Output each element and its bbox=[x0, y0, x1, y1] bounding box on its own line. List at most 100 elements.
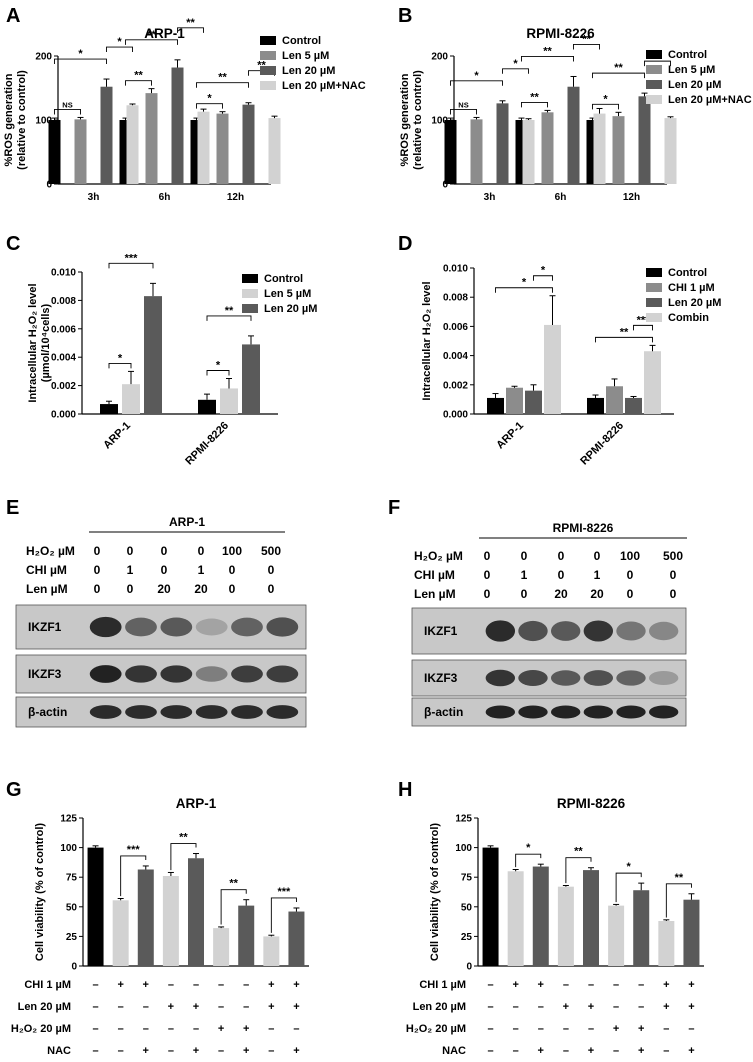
bar bbox=[683, 899, 700, 966]
panel-G: 0 25 50 75 100 125 Cell viability (% of contro… bbox=[6, 779, 309, 1057]
significance-label: * bbox=[78, 48, 83, 60]
significance-label: ** bbox=[186, 17, 195, 29]
blot-band bbox=[266, 705, 299, 719]
bar bbox=[638, 96, 651, 184]
blot-band bbox=[266, 665, 299, 683]
bar bbox=[532, 866, 549, 966]
y-tick-label: 75 bbox=[461, 873, 473, 884]
condition-mark: – bbox=[688, 1023, 694, 1035]
significance-label: ** bbox=[134, 70, 143, 82]
significance-bracket bbox=[206, 370, 230, 376]
blot-condition-value: 0 bbox=[670, 587, 677, 601]
blot-band bbox=[485, 620, 516, 642]
bar bbox=[171, 67, 184, 184]
significance-label: *** bbox=[277, 886, 291, 898]
bar bbox=[268, 118, 281, 184]
blot-condition-label: CHI µM bbox=[26, 563, 67, 577]
legend-label: Len 20 µM bbox=[668, 79, 721, 91]
legend-label: Len 20 µM+NAC bbox=[668, 94, 752, 106]
condition-mark: – bbox=[588, 979, 594, 991]
bar bbox=[583, 870, 599, 966]
condition-mark: – bbox=[92, 1045, 98, 1057]
blot-condition-value: 1 bbox=[127, 563, 134, 577]
significance-label: ** bbox=[179, 832, 188, 844]
x-tick-label: RPMI-8226 bbox=[578, 420, 626, 468]
condition-label: NAC bbox=[442, 1045, 466, 1057]
y-axis-label: %ROS generation bbox=[399, 73, 411, 166]
blot-protein-label: IKZF3 bbox=[28, 667, 62, 681]
blot-condition-value: 1 bbox=[594, 568, 601, 582]
condition-label: H₂O₂ 20 µM bbox=[406, 1023, 466, 1035]
legend-swatch bbox=[646, 298, 662, 307]
bar bbox=[587, 397, 604, 414]
blot-condition-value: 0 bbox=[229, 582, 236, 596]
y-axis-label: Cell viability (% of control) bbox=[429, 823, 441, 961]
y-axis-label: Intracellular H₂O₂ level bbox=[421, 281, 433, 400]
condition-mark: – bbox=[143, 1023, 149, 1035]
bar bbox=[87, 847, 104, 966]
significance-bracket bbox=[502, 68, 529, 74]
condition-mark: + bbox=[268, 979, 274, 991]
significance-label: * bbox=[627, 861, 632, 873]
panel-letter: B bbox=[398, 5, 412, 27]
condition-mark: + bbox=[143, 979, 149, 991]
blot-condition-value: 100 bbox=[222, 544, 242, 558]
condition-mark: – bbox=[613, 1001, 619, 1013]
y-tick-label: 0 bbox=[442, 180, 448, 191]
legend-swatch bbox=[260, 51, 276, 60]
blot-band bbox=[485, 669, 516, 687]
legend-label: Control bbox=[282, 35, 321, 47]
x-tick-label: 6h bbox=[159, 192, 171, 203]
legend-swatch bbox=[242, 289, 258, 298]
significance-label: * bbox=[522, 277, 527, 289]
condition-mark: – bbox=[168, 979, 174, 991]
blot-protein-label: IKZF3 bbox=[424, 671, 458, 685]
condition-mark: + bbox=[117, 979, 123, 991]
significance-bracket bbox=[125, 39, 178, 45]
y-tick-label: 0.000 bbox=[51, 410, 76, 421]
legend-label: Len 20 µM+NAC bbox=[282, 80, 366, 92]
significance-bracket bbox=[565, 857, 592, 884]
significance-label: ** bbox=[218, 72, 227, 84]
y-tick-label: 0 bbox=[46, 180, 52, 191]
significance-bracket bbox=[120, 855, 147, 897]
significance-bracket bbox=[54, 108, 81, 115]
blot-condition-value: 0 bbox=[198, 544, 205, 558]
condition-mark: – bbox=[563, 979, 569, 991]
legend-label: Len 5 µM bbox=[668, 64, 715, 76]
significance-label: ** bbox=[530, 91, 539, 103]
legend-label: CHI 1 µM bbox=[668, 282, 715, 294]
panel-letter: A bbox=[6, 5, 20, 27]
panel-letter: H bbox=[398, 779, 412, 801]
bar bbox=[633, 890, 650, 966]
legend-label: Control bbox=[668, 267, 707, 279]
panel-letter: C bbox=[6, 233, 20, 255]
blot-condition-label: Len µM bbox=[26, 582, 68, 596]
bar bbox=[664, 118, 677, 184]
significance-label: ** bbox=[257, 60, 266, 72]
blot-condition-value: 0 bbox=[268, 582, 275, 596]
bar bbox=[238, 905, 255, 966]
significance-bracket bbox=[220, 889, 247, 925]
significance-bracket bbox=[206, 315, 252, 321]
significance-bracket bbox=[644, 60, 671, 67]
legend-swatch bbox=[646, 95, 662, 104]
condition-mark: – bbox=[193, 979, 199, 991]
bar bbox=[593, 113, 606, 184]
blot-condition-value: 0 bbox=[127, 582, 134, 596]
significance-label: * bbox=[526, 842, 531, 854]
bar bbox=[144, 296, 162, 414]
significance-bracket bbox=[521, 101, 548, 108]
blot-condition-value: 1 bbox=[521, 568, 528, 582]
condition-mark: – bbox=[193, 1023, 199, 1035]
condition-mark: + bbox=[663, 1001, 669, 1013]
legend-label: Len 5 µM bbox=[282, 50, 329, 62]
significance-bracket bbox=[665, 883, 692, 918]
significance-label: NS bbox=[62, 100, 72, 109]
blot-band bbox=[195, 618, 228, 636]
bar bbox=[625, 397, 642, 414]
condition-mark: + bbox=[613, 1023, 619, 1035]
blot-cell-line: RPMI-8226 bbox=[553, 521, 614, 535]
panel-letter: G bbox=[6, 779, 22, 801]
